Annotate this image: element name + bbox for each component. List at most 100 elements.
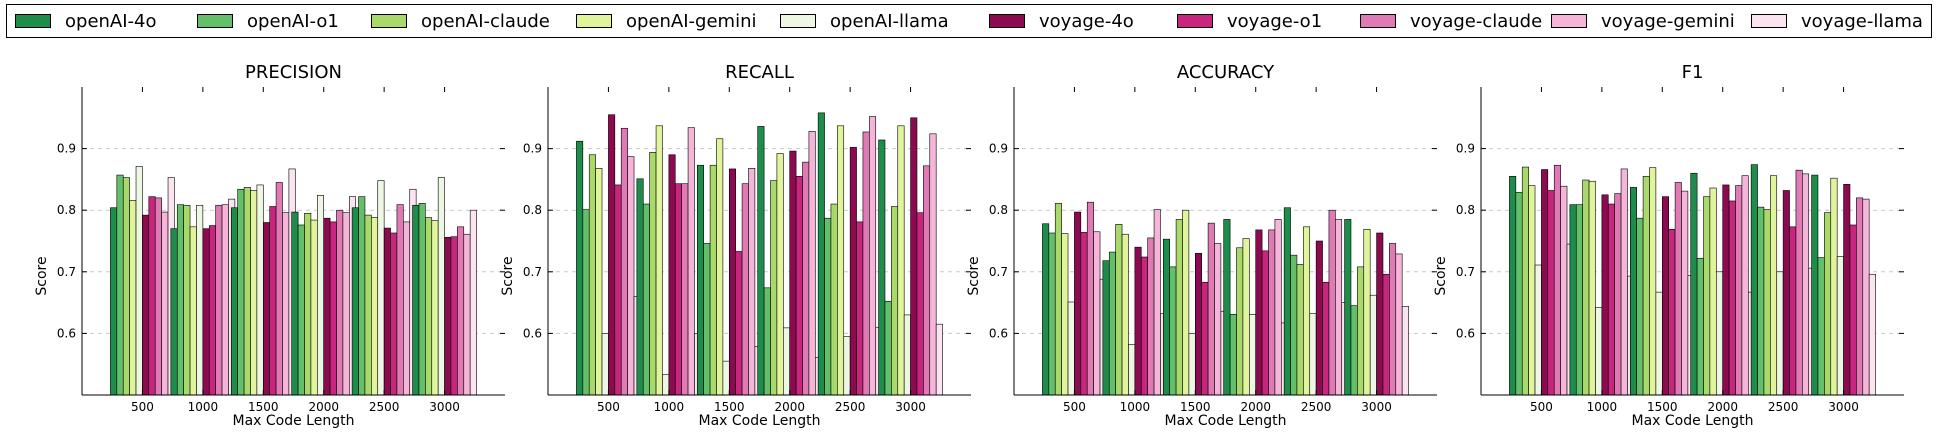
x-tick-label: 2500 bbox=[1768, 400, 1799, 414]
y-tick-label: 0.7 bbox=[989, 265, 1008, 279]
legend-item: openAI-llama bbox=[780, 5, 949, 37]
bar bbox=[728, 168, 736, 396]
bar bbox=[668, 154, 676, 396]
legend-label: openAI-llama bbox=[830, 10, 949, 32]
y-tick-label: 0.9 bbox=[57, 142, 76, 156]
bar bbox=[837, 125, 845, 396]
y-tick-label: 0.6 bbox=[989, 326, 1008, 340]
x-tick-label: 500 bbox=[1063, 400, 1086, 414]
x-tick-label: 2500 bbox=[1301, 400, 1332, 414]
bar bbox=[1541, 169, 1549, 396]
bar bbox=[735, 251, 743, 396]
x-tick-label: 1500 bbox=[248, 400, 279, 414]
bar bbox=[148, 196, 156, 396]
bar bbox=[1811, 174, 1819, 396]
bar bbox=[1357, 266, 1365, 396]
legend-swatch bbox=[1360, 14, 1396, 28]
y-tick-label: 0.7 bbox=[1456, 265, 1475, 279]
x-axis-label: Max Code Length bbox=[699, 413, 821, 429]
x-tick-label: 1000 bbox=[1120, 400, 1151, 414]
bar bbox=[1629, 187, 1637, 396]
bar bbox=[250, 190, 258, 396]
y-tick-label: 0.9 bbox=[989, 142, 1008, 156]
bar bbox=[1770, 175, 1778, 396]
bar bbox=[1696, 257, 1704, 396]
bar bbox=[256, 184, 264, 396]
bar bbox=[1108, 251, 1116, 396]
bar bbox=[614, 184, 622, 396]
bar bbox=[1849, 224, 1857, 396]
bar bbox=[275, 182, 283, 396]
bar bbox=[1560, 185, 1568, 396]
bar bbox=[674, 183, 682, 396]
bar bbox=[1735, 185, 1743, 396]
legend-swatch bbox=[371, 14, 407, 28]
bar bbox=[418, 203, 426, 396]
bar bbox=[1614, 193, 1622, 396]
bar bbox=[304, 212, 312, 396]
bar bbox=[1569, 204, 1577, 396]
bar bbox=[1335, 219, 1343, 396]
bar bbox=[1709, 187, 1717, 396]
x-tick-label: 1500 bbox=[1180, 400, 1211, 414]
bar bbox=[450, 236, 458, 396]
bar bbox=[1102, 260, 1110, 396]
bar bbox=[1642, 176, 1650, 396]
bar bbox=[1824, 212, 1832, 396]
bar bbox=[1249, 313, 1257, 396]
bar bbox=[1575, 204, 1583, 396]
bar bbox=[1515, 192, 1523, 396]
legend-item: voyage-gemini bbox=[1551, 5, 1735, 37]
bar bbox=[1509, 176, 1517, 396]
bar bbox=[329, 221, 337, 396]
bar bbox=[183, 204, 191, 396]
bar bbox=[923, 165, 931, 396]
bar bbox=[770, 180, 778, 396]
legend-label: openAI-gemini bbox=[626, 10, 757, 32]
chart-panel-precision: 500 1000 1500 2000 2500 3000 0.6 0.7 0.8 0.9 PRECI… bbox=[34, 62, 505, 429]
x-axis-label: Max Code Length bbox=[1632, 413, 1754, 429]
bar bbox=[1547, 190, 1555, 396]
legend-label: voyage-o1 bbox=[1227, 10, 1323, 32]
bar bbox=[1830, 177, 1838, 396]
x-tick-label: 1000 bbox=[188, 400, 219, 414]
x-axis-label: Max Code Length bbox=[1165, 413, 1287, 429]
chart-panel-recall: 500 1000 1500 2000 2500 3000 0.6 0.7 0.8 0.9 RECAL… bbox=[500, 62, 971, 429]
bar bbox=[795, 176, 803, 396]
bar bbox=[310, 219, 318, 396]
bar bbox=[1382, 273, 1390, 396]
y-tick-label: 0.8 bbox=[1456, 203, 1475, 217]
legend-item: voyage-llama bbox=[1751, 5, 1923, 37]
bar bbox=[1086, 201, 1094, 396]
bar bbox=[154, 197, 162, 396]
bar bbox=[588, 154, 596, 396]
bar bbox=[1363, 229, 1371, 396]
bar bbox=[135, 166, 143, 396]
bar bbox=[170, 228, 178, 396]
bar bbox=[817, 112, 825, 396]
bar bbox=[1716, 271, 1724, 396]
bar bbox=[208, 225, 216, 396]
bar bbox=[336, 209, 344, 396]
legend-label: openAI-claude bbox=[421, 10, 550, 32]
bar bbox=[789, 150, 797, 396]
bar bbox=[601, 333, 609, 396]
y-tick-label: 0.9 bbox=[1456, 142, 1475, 156]
bar bbox=[291, 211, 299, 396]
bar bbox=[878, 139, 886, 396]
bar bbox=[1817, 257, 1825, 396]
bar bbox=[1261, 250, 1269, 396]
y-tick-label: 0.8 bbox=[57, 203, 76, 217]
bar bbox=[469, 209, 477, 396]
bar bbox=[582, 209, 590, 396]
y-tick-label: 0.6 bbox=[523, 326, 542, 340]
bar bbox=[1201, 281, 1209, 396]
bar bbox=[649, 152, 657, 396]
bar bbox=[444, 237, 452, 396]
bar bbox=[1369, 294, 1377, 396]
bar bbox=[608, 114, 616, 396]
bar bbox=[142, 214, 150, 396]
bar bbox=[282, 212, 290, 396]
bar bbox=[843, 336, 851, 396]
x-tick-label: 500 bbox=[131, 400, 154, 414]
